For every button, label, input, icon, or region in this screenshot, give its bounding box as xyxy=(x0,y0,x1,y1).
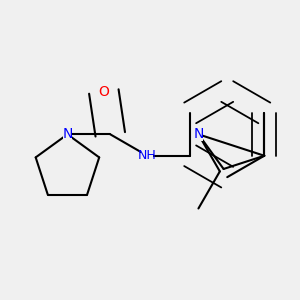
Bar xyxy=(99,84,109,99)
Bar xyxy=(63,128,72,141)
Text: O: O xyxy=(98,85,109,98)
Text: NH: NH xyxy=(138,149,157,162)
Text: N: N xyxy=(62,127,73,141)
Text: N: N xyxy=(193,127,204,141)
Bar xyxy=(141,147,153,165)
Bar xyxy=(194,128,203,141)
